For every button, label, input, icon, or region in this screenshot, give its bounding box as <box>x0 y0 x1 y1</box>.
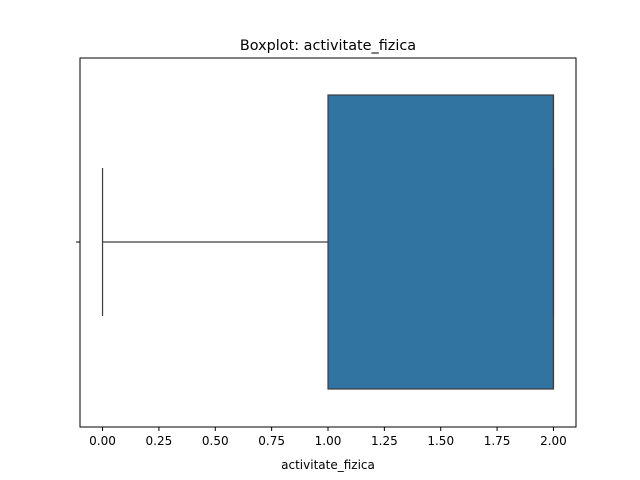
x-tick-label: 1.75 <box>484 434 511 448</box>
x-tick-label: 0.75 <box>258 434 285 448</box>
x-tick-label: 1.00 <box>315 434 342 448</box>
x-tick-label: 0.25 <box>146 434 173 448</box>
chart-title: Boxplot: activitate_fizica <box>240 38 416 54</box>
plot-area: 0.00 0.25 0.50 0.75 1.00 1.25 1.50 1.75 2.00 <box>76 57 577 448</box>
x-axis-label: activitate_fizica <box>281 458 375 472</box>
x-tick-label: 2.00 <box>540 434 567 448</box>
x-tick-label: 1.50 <box>427 434 454 448</box>
x-tick-label: 1.25 <box>371 434 398 448</box>
x-tick-label: 0.50 <box>202 434 229 448</box>
box-iqr <box>327 94 555 390</box>
x-tick-label: 0.00 <box>89 434 116 448</box>
